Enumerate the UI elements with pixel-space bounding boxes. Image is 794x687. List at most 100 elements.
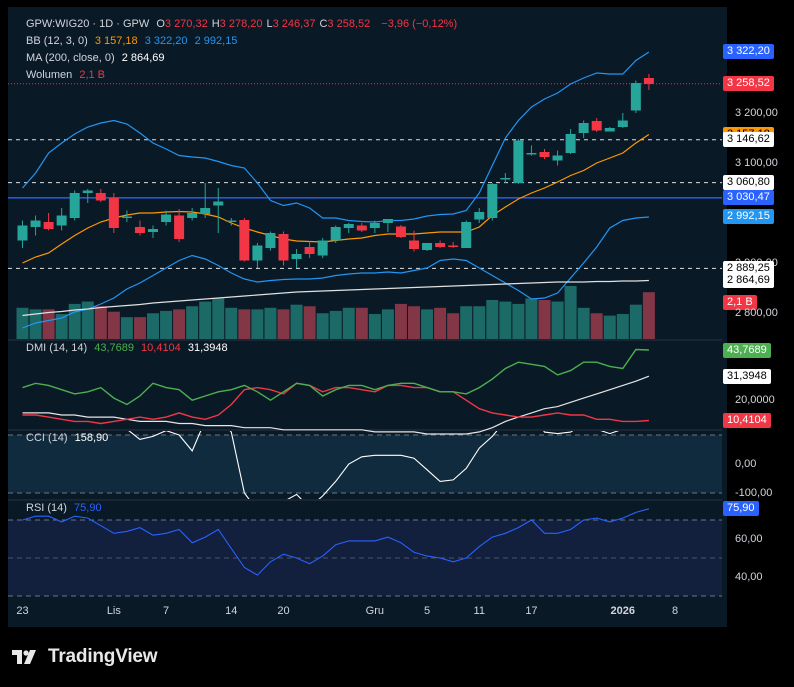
candle-body	[304, 247, 315, 254]
volume-bar	[551, 301, 564, 339]
legend-ma-row: MA (200, close, 0) 2 864,69	[26, 52, 169, 64]
volume-bar	[616, 314, 629, 339]
volume-bar	[460, 306, 473, 339]
ohlc-key-o: O	[156, 18, 165, 30]
price-axis-strip	[722, 7, 727, 627]
volume-bar	[199, 301, 212, 339]
price-axis-label: 3 100,00	[735, 156, 778, 169]
candle-body	[395, 226, 406, 237]
cci-band-fill	[8, 435, 727, 493]
ma200-line	[22, 279, 649, 317]
price-axis-label: 2 992,15	[723, 209, 774, 225]
candle-body	[474, 212, 485, 220]
legend-symbol-row: GPW:WIG20 · 1D · GPW O3 270,32 H3 278,20 L…	[26, 18, 461, 30]
volume-bar	[94, 306, 107, 339]
ohlc-value-o: 3 270,32	[164, 18, 208, 30]
volume-bar	[251, 309, 264, 339]
ma-label: MA (200, close, 0)	[26, 52, 115, 64]
volume-bar	[303, 306, 316, 339]
volume-bar	[421, 309, 434, 339]
candle-body	[578, 123, 589, 133]
volume-bar	[225, 307, 238, 339]
candle-body	[604, 128, 615, 132]
candle-body	[330, 227, 341, 241]
chart-frame[interactable]: GPW:WIG20 · 1D · GPW O3 270,32 H3 278,20 L…	[8, 7, 727, 627]
volume-bar	[277, 309, 290, 339]
candle-body	[461, 222, 472, 248]
volume-bar	[238, 309, 251, 339]
change-value: −3,96 (−0,12%)	[381, 18, 458, 30]
volume-bar	[355, 307, 368, 339]
volume-bar	[590, 313, 603, 339]
ohlc-key-l: L	[266, 18, 273, 30]
time-axis-label: 2026	[610, 605, 636, 617]
candle-body	[552, 155, 563, 161]
chart-canvas[interactable]	[8, 7, 727, 627]
time-axis-label: 23	[16, 605, 29, 617]
volume-bar	[486, 300, 499, 339]
candle-body	[43, 222, 54, 229]
volume-bar	[329, 310, 342, 339]
time-axis-label: 20	[277, 605, 290, 617]
candle-body	[291, 254, 302, 259]
ma-value: 2 864,69	[121, 52, 165, 64]
rsi-line	[22, 508, 650, 576]
bb-basis-value: 3 157,18	[94, 35, 138, 47]
candle-body	[317, 240, 328, 256]
ohlc-value-c: 3 258,52	[327, 18, 371, 30]
volume-bar	[160, 310, 173, 339]
candle-body	[369, 223, 380, 228]
volume-bar	[29, 309, 42, 339]
volume-bar	[81, 301, 94, 339]
tradingview-logo-icon	[12, 650, 36, 664]
adx-value: 31,3948	[187, 342, 228, 354]
ohlc-values: O3 270,32 H3 278,20 L3 246,37 C3 258,52	[156, 18, 374, 30]
dmi-axis-label: 10,4104	[723, 413, 771, 428]
legend-dmi-row: DMI (14, 14) 43,7689 10,4104 31,3948	[26, 342, 232, 354]
price-axis-label: 2 889,25	[723, 260, 774, 276]
candle-body	[513, 140, 524, 183]
candle-body	[69, 193, 80, 218]
time-axis-label: Lis	[106, 605, 121, 617]
volume-bar	[264, 307, 277, 339]
price-axis-label: 3 030,47	[723, 190, 774, 206]
volume-label: Wolumen	[26, 69, 73, 81]
candle-body	[108, 198, 119, 228]
price-axis-label: 3 146,62	[723, 132, 774, 148]
candle-body	[435, 243, 446, 247]
candle-body	[95, 193, 106, 201]
volume-bar	[316, 313, 329, 339]
bb-upper-line	[22, 51, 650, 223]
volume-bar	[342, 307, 355, 339]
bb-lower-line	[22, 216, 649, 329]
volume-bar	[538, 300, 551, 339]
volume-bar	[564, 285, 577, 339]
tradingview-watermark[interactable]: TradingView	[12, 646, 158, 668]
candle-body	[356, 225, 367, 231]
dmi-minus-value: 10,4104	[141, 342, 181, 354]
dmi-axis-label: 20,0000	[735, 393, 775, 406]
volume-bar	[408, 306, 420, 339]
candle-body	[643, 78, 654, 84]
rsi-axis-label: 75,90	[723, 501, 759, 517]
cci-axis-label: 0,00	[735, 457, 757, 470]
ohlc-key-h: H	[211, 18, 220, 30]
candle-body	[187, 213, 198, 218]
candle-body	[539, 152, 550, 157]
rsi-label: RSI (14)	[26, 502, 67, 514]
candle-body	[382, 219, 393, 223]
volume-bar	[473, 306, 486, 339]
volume-bar	[434, 307, 447, 339]
candle-body	[17, 225, 28, 241]
dmi-plus-value: 43,7689	[94, 342, 134, 354]
volume-bar	[394, 303, 407, 339]
candle-body	[409, 240, 419, 249]
candle-body	[343, 224, 354, 228]
volume-bar	[42, 309, 55, 339]
price-axis-label: 2 800,00	[735, 306, 778, 319]
candle-body	[500, 178, 511, 180]
candle-body	[591, 121, 602, 131]
ohlc-key-c: C	[319, 18, 328, 30]
legend-rsi-row: RSI (14) 75,90	[26, 502, 106, 514]
candle-body	[82, 190, 93, 193]
